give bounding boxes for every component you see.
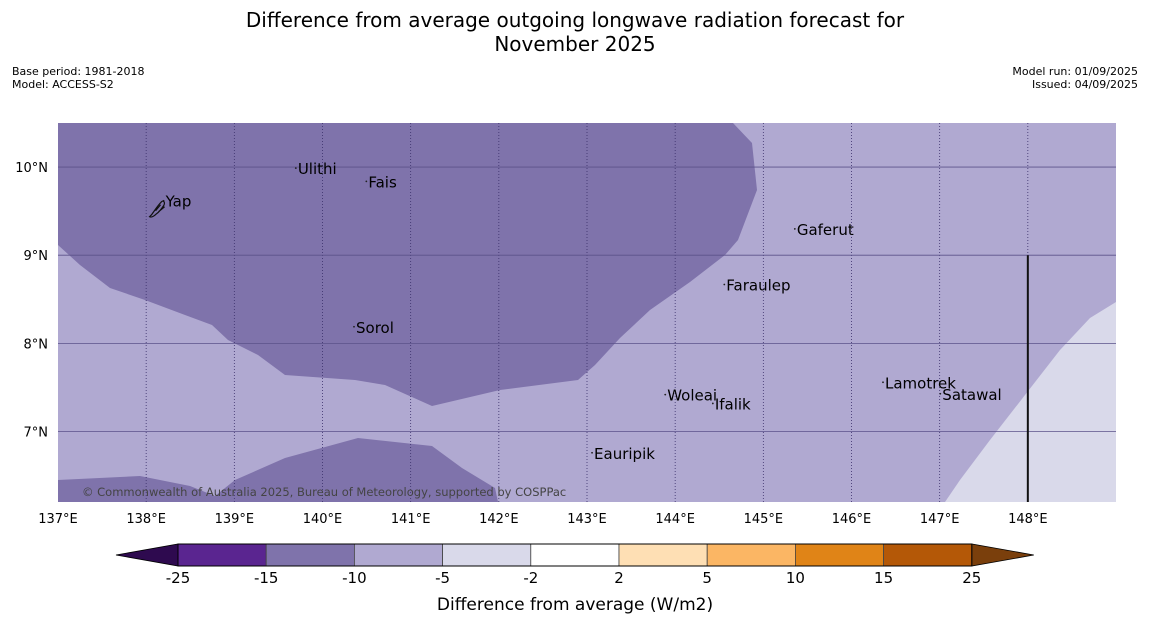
colorbar-frame [177, 543, 973, 567]
colorbar-tick-label: -10 [342, 569, 367, 587]
model-run-text: Model run: 01/09/2025 [1012, 65, 1138, 78]
colorbar-tick-label: -5 [435, 569, 450, 587]
colorbar-swatch [442, 543, 532, 567]
colorbar-swatch [265, 543, 355, 567]
lon-tick-label: 138°E [126, 512, 166, 527]
lon-tick-label: 137°E [38, 512, 78, 527]
place-label: Ulithi [298, 160, 337, 178]
lon-tick-label: 144°E [655, 512, 695, 527]
chart-title: Difference from average outgoing longwav… [0, 8, 1150, 56]
title-line-2: November 2025 [494, 32, 656, 56]
colorbar-tick-label: 10 [786, 569, 805, 587]
colorbar-tick-label: 2 [614, 569, 624, 587]
place-label: Gaferut [797, 221, 854, 239]
place-label: Faraulep [726, 276, 790, 294]
colorbar-under-arrow [115, 543, 179, 567]
axis-tick-labels: 137°E 138°E 139°E 140°E 141°E 142°E 143°E 144°E… [15, 161, 1047, 527]
region-south-minus15-minus10 [58, 438, 498, 502]
lon-tick-label: 148°E [1008, 512, 1048, 527]
lat-tick-label: 7°N [24, 425, 49, 440]
title-line-1: Difference from average outgoing longwav… [245, 8, 905, 32]
place-label: Sorol [356, 319, 394, 337]
lon-tick-label: 142°E [479, 512, 519, 527]
colorbar-tick-label: -2 [523, 569, 538, 587]
lat-tick-label: 8°N [24, 337, 49, 352]
colorbar-tick-label: 5 [702, 569, 712, 587]
colorbar-tick-label: -15 [254, 569, 279, 587]
colorbar-swatch [177, 543, 267, 567]
colorbar-swatch [883, 543, 973, 567]
colorbar-swatch [706, 543, 796, 567]
place-label: Eauripik [594, 445, 655, 463]
place-label: Woleai [667, 387, 717, 405]
island-marker [882, 381, 884, 384]
lon-tick-label: 140°E [303, 512, 343, 527]
island-marker [664, 393, 667, 396]
lon-tick-label: 139°E [215, 512, 255, 527]
island-marker [353, 325, 355, 328]
island-marker [723, 283, 726, 286]
model-text: Model: ACCESS-S2 [12, 78, 114, 91]
lon-tick-label: 145°E [744, 512, 784, 527]
meta-right: Model run: 01/09/2025 Issued: 04/09/2025 [1012, 65, 1138, 91]
place-labels: Yap Ulithi Fais Gaferut Faraulep Sorol WoleaiI… [162, 160, 1002, 463]
lon-tick-label: 141°E [391, 512, 431, 527]
region-north-minus15-minus10 [58, 123, 757, 406]
island-marker [939, 392, 942, 395]
region-minus5-minus2 [945, 302, 1116, 502]
island-marker [793, 228, 796, 230]
lon-tick-label: 147°E [920, 512, 960, 527]
place-label: Fais [368, 173, 397, 191]
base-period-text: Base period: 1981-2018 [12, 65, 145, 78]
island-marker [294, 167, 297, 170]
lon-tick-label: 146°E [832, 512, 872, 527]
colorbar-tick-label: -25 [166, 569, 191, 587]
island-marker [591, 451, 593, 454]
colorbar-swatch [530, 543, 620, 567]
colorbar-tick-label: 15 [874, 569, 893, 587]
island-marker [711, 402, 714, 405]
colorbar-tick-label: 25 [962, 569, 981, 587]
colorbar-swatch [618, 543, 708, 567]
lat-tick-label: 10°N [15, 161, 48, 176]
colorbar-swatch [795, 543, 885, 567]
colorbar: -25 -15 -10 -5 -2 2 5 10 15 25 [115, 543, 1034, 587]
lat-tick-label: 9°N [24, 249, 49, 264]
credit-text: © Commonwealth of Australia 2025, Bureau… [82, 485, 566, 499]
colorbar-swatch [353, 543, 443, 567]
place-label: Satawal [942, 386, 1001, 404]
place-label: Yap [165, 193, 192, 211]
lon-tick-label: 143°E [567, 512, 607, 527]
place-label: Ifalik [715, 395, 751, 413]
place-label: Lamotrek [885, 374, 956, 392]
meta-left: Base period: 1981-2018 Model: ACCESS-S2 [12, 65, 144, 91]
yap-island-outline [148, 200, 165, 218]
issued-text: Issued: 04/09/2025 [1031, 78, 1138, 91]
colorbar-over-arrow [971, 543, 1034, 567]
island-marker [365, 180, 368, 183]
colorbar-title: Difference from average (W/m2) [437, 595, 713, 615]
